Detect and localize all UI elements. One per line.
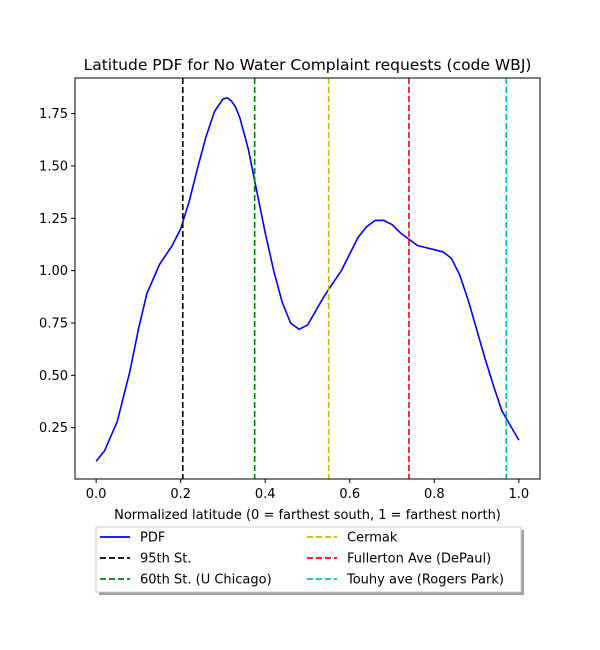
x-tick-label-5: 1.0	[509, 487, 530, 502]
x-tick-label-4: 0.8	[424, 487, 445, 502]
legend-label-0: PDF	[140, 531, 165, 546]
y-tick-label-3: 1.00	[39, 264, 68, 279]
y-tick-label-5: 1.50	[39, 159, 68, 174]
x-tick-label-3: 0.6	[339, 487, 360, 502]
legend-label-4: Fullerton Ave (DePaul)	[347, 552, 491, 567]
y-tick-label-0: 0.25	[39, 421, 68, 436]
x-axis-label: Normalized latitude (0 = farthest south,…	[114, 508, 501, 523]
series-line-0	[95, 97, 520, 462]
y-tick-label-4: 1.25	[39, 212, 68, 227]
y-tick-label-2: 0.75	[39, 316, 68, 331]
y-tick-label-6: 1.75	[39, 107, 68, 122]
x-tick-label-2: 0.4	[255, 487, 276, 502]
plot-area	[95, 78, 520, 479]
legend-label-3: Cermak	[347, 531, 398, 546]
x-tick-label-1: 0.2	[170, 487, 191, 502]
x-tick-label-0: 0.0	[86, 487, 107, 502]
legend-label-2: 60th St. (U Chicago)	[140, 573, 272, 588]
axes-frame	[74, 77, 541, 480]
legend-label-1: 95th St.	[140, 552, 192, 567]
plot-marks	[95, 78, 520, 479]
chart-title: Latitude PDF for No Water Complaint requ…	[84, 56, 532, 74]
legend: PDF 95th St. 60th St. (U Chicago) Cermak Ful…	[95, 526, 524, 595]
y-tick-label-1: 0.50	[39, 369, 68, 384]
legend-label-5: Touhy ave (Rogers Park)	[346, 573, 504, 588]
axes: 0.0 0.2 0.4 0.6 0.8 1.0 0.25 0.50 0.75 1.00 1.25 1.…	[39, 77, 541, 502]
